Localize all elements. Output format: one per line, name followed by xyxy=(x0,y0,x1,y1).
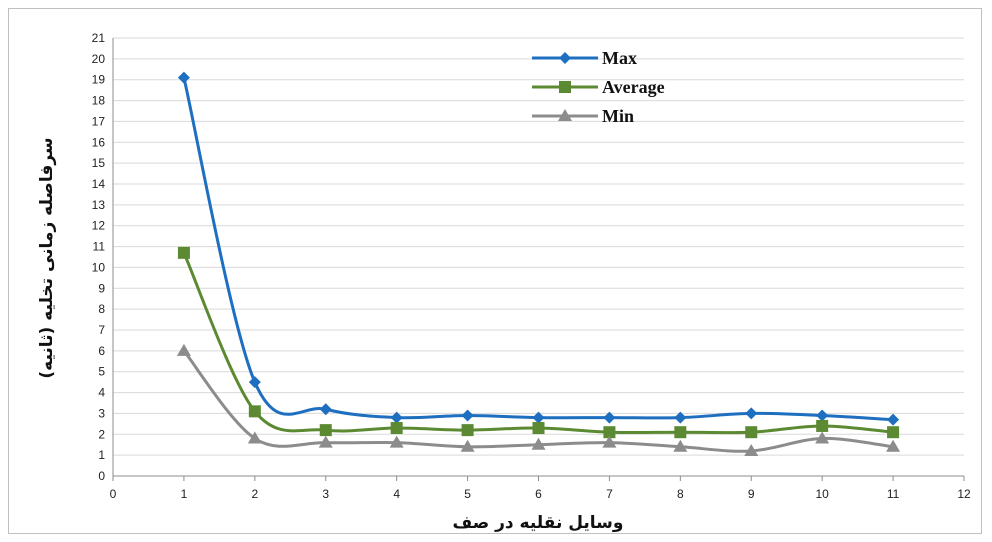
x-tick-label: 4 xyxy=(393,487,400,501)
y-tick-label: 11 xyxy=(93,240,106,254)
y-tick-label: 14 xyxy=(92,177,106,191)
y-tick-label: 18 xyxy=(92,94,106,108)
x-tick-label: 12 xyxy=(957,487,971,501)
x-tick-label: 8 xyxy=(677,487,684,501)
series-min xyxy=(176,343,901,456)
data-point-average xyxy=(461,424,474,437)
data-point-average xyxy=(532,422,545,435)
data-point-average xyxy=(816,419,829,432)
x-tick-label: 9 xyxy=(748,487,755,501)
data-point-max xyxy=(319,403,332,416)
legend-marker-max xyxy=(559,52,571,64)
data-point-average xyxy=(745,426,758,439)
series-line-min xyxy=(182,349,894,453)
y-tick-label: 21 xyxy=(92,31,106,45)
y-tick-label: 8 xyxy=(98,302,105,316)
x-tick-label: 1 xyxy=(181,487,188,501)
data-point-min xyxy=(531,437,546,450)
data-point-max xyxy=(390,411,403,424)
data-point-average xyxy=(603,426,616,439)
gridlines xyxy=(113,37,964,456)
legend-label-min: Min xyxy=(602,106,634,126)
legend-item-max: Max xyxy=(532,48,637,68)
legend-item-average: Average xyxy=(532,77,665,97)
y-tick-label: 0 xyxy=(98,469,105,483)
data-point-max xyxy=(177,71,190,84)
y-tick-label: 5 xyxy=(98,365,105,379)
y-tick-label: 13 xyxy=(92,198,106,212)
y-tick-label: 2 xyxy=(98,427,105,441)
x-tick-label: 2 xyxy=(251,487,258,501)
data-point-min xyxy=(389,435,404,448)
series-average xyxy=(177,246,900,439)
legend-marker-average xyxy=(559,81,571,93)
data-point-min xyxy=(460,439,475,452)
series-line-average xyxy=(182,252,894,435)
y-tick-label: 19 xyxy=(92,73,106,87)
data-point-average xyxy=(319,424,332,437)
data-point-min xyxy=(602,435,617,448)
data-point-min xyxy=(815,431,830,444)
data-point-max xyxy=(816,409,829,422)
y-tick-label: 1 xyxy=(98,448,105,462)
series-line-max xyxy=(182,77,894,422)
legend-label-max: Max xyxy=(602,48,637,68)
x-tick-label: 6 xyxy=(535,487,542,501)
y-tick-label: 6 xyxy=(98,344,105,358)
data-point-max xyxy=(674,411,687,424)
data-point-average xyxy=(390,422,403,435)
data-point-max xyxy=(248,376,261,389)
x-tick-label: 11 xyxy=(887,487,900,501)
legend-marker-min xyxy=(558,109,572,121)
x-tick-label: 5 xyxy=(464,487,471,501)
x-tick-labels: 0 1 2 3 4 5 6 7 8 9 10 11 12 xyxy=(110,487,971,501)
y-tick-label: 16 xyxy=(92,135,106,149)
data-point-max xyxy=(603,411,616,424)
data-point-min xyxy=(744,443,759,456)
y-axis-title: سرفاصله زمانی تخلیه (ثانیه) xyxy=(37,137,57,378)
data-point-max xyxy=(461,409,474,422)
y-tick-label: 4 xyxy=(98,386,105,400)
data-point-max xyxy=(745,407,758,420)
legend: Max Average Min xyxy=(532,48,665,126)
x-tick-label: 0 xyxy=(110,487,117,501)
data-point-average xyxy=(248,405,261,418)
data-point-max xyxy=(887,413,900,426)
y-tick-label: 10 xyxy=(92,260,106,274)
data-point-max xyxy=(532,411,545,424)
y-tick-label: 12 xyxy=(92,219,106,233)
legend-item-min: Min xyxy=(532,106,634,126)
data-point-min xyxy=(318,435,333,448)
y-tick-label: 7 xyxy=(98,323,105,337)
data-point-min xyxy=(247,431,262,444)
data-point-min xyxy=(886,439,901,452)
data-point-average xyxy=(674,426,687,439)
data-point-min xyxy=(176,343,191,356)
data-point-min xyxy=(673,439,688,452)
y-tick-label: 20 xyxy=(92,52,106,66)
legend-label-average: Average xyxy=(602,77,665,97)
data-point-average xyxy=(887,426,900,439)
y-tick-label: 9 xyxy=(98,281,105,295)
y-tick-label: 3 xyxy=(98,406,105,420)
y-tick-label: 17 xyxy=(92,114,106,128)
axes xyxy=(112,38,965,481)
x-tick-label: 3 xyxy=(322,487,329,501)
x-axis-title: وسایل نقلیه در صف xyxy=(453,513,624,533)
x-tick-label: 7 xyxy=(606,487,613,501)
series-max xyxy=(177,71,900,426)
x-tick-label: 10 xyxy=(815,487,829,501)
data-point-average xyxy=(177,246,190,259)
y-tick-label: 15 xyxy=(92,156,106,170)
data-series xyxy=(176,71,901,456)
